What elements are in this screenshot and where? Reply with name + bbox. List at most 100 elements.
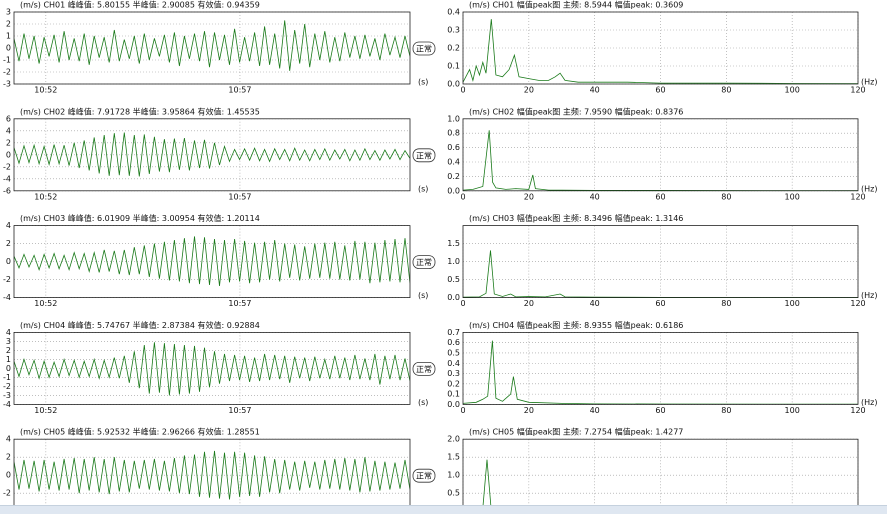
y-tick-label: -3	[3, 391, 11, 400]
signal-line	[14, 342, 410, 396]
y-tick-label: 0.4	[447, 8, 460, 17]
plot-frame	[13, 118, 411, 192]
panel: (m/s) CH05 峰峰值: 5.92532 半峰值: 2.96266 有效值…	[3, 427, 436, 514]
x-tick-label: 100	[785, 406, 800, 415]
y-tick-label: 0.7	[447, 328, 460, 337]
status-button[interactable]: 正常	[412, 148, 436, 163]
chart-title: (m/s) CH05 峰峰值: 5.92532 半峰值: 2.96266 有效值…	[20, 427, 260, 437]
y-tick-label: 4	[6, 435, 11, 444]
x-axis-unit: (s)	[418, 398, 428, 407]
status-button-box	[412, 468, 436, 483]
x-axis-unit: (s)	[418, 184, 428, 193]
status-button[interactable]: 正常	[412, 468, 436, 483]
y-tick-label: -2	[3, 68, 11, 77]
panel: (m/s) CH03 幅值peak图 主频: 8.3496 幅值peak: 1.…	[447, 213, 877, 308]
x-tick-label: 10:57	[228, 299, 251, 308]
status-button-label[interactable]: 正常	[416, 151, 432, 160]
y-tick-label: 1.5	[447, 239, 460, 248]
y-tick-label: 0.5	[447, 348, 460, 357]
y-tick-label: 4	[6, 221, 11, 230]
x-tick-label: 120	[850, 406, 865, 415]
y-tick-label: -6	[3, 186, 11, 195]
y-tick-label: 1.0	[447, 257, 460, 266]
status-button[interactable]: 正常	[412, 255, 436, 270]
y-tick-label: 0	[6, 150, 11, 159]
y-tick-label: -2	[3, 489, 11, 498]
y-tick-label: 2	[6, 346, 11, 355]
x-tick-label: 40	[590, 86, 600, 95]
y-tick-label: 0.2	[447, 379, 460, 388]
x-tick-label: 10:57	[228, 192, 251, 201]
y-tick-label: 0	[6, 471, 11, 480]
y-tick-label: 3	[6, 337, 11, 346]
signal-line	[463, 340, 858, 405]
plot-frame	[462, 11, 859, 85]
status-button[interactable]: 正常	[412, 41, 436, 56]
status-button-label[interactable]: 正常	[416, 45, 432, 54]
x-tick-label: 40	[590, 406, 600, 415]
status-button[interactable]: 正常	[412, 361, 436, 376]
y-tick-label: 0.5	[447, 275, 460, 284]
status-strip	[0, 505, 887, 514]
y-tick-label: -3	[3, 80, 11, 89]
x-tick-label: 0	[460, 192, 465, 201]
y-tick-label: 2	[6, 453, 11, 462]
chart-title: (m/s) CH03 峰峰值: 6.01909 半峰值: 3.00954 有效值…	[20, 213, 260, 223]
y-tick-label: 0.5	[447, 489, 460, 498]
x-axis-unit: (s)	[418, 291, 428, 300]
y-tick-label: -1	[3, 373, 11, 382]
plot-frame	[13, 225, 411, 299]
x-tick-label: 100	[785, 192, 800, 201]
x-tick-label: 40	[590, 299, 600, 308]
y-tick-label: -4	[3, 400, 11, 409]
y-tick-label: 1.0	[447, 114, 460, 123]
x-tick-label: 80	[721, 299, 731, 308]
x-axis-unit: (s)	[418, 78, 428, 87]
signal-line	[14, 132, 410, 177]
panel: (m/s) CH05 幅值peak图 主频: 7.2754 幅值peak: 1.…	[447, 427, 877, 514]
y-tick-label: 0.0	[447, 293, 460, 302]
x-tick-label: 60	[655, 299, 665, 308]
x-tick-label: 10:57	[228, 86, 251, 95]
y-tick-label: -4	[3, 174, 11, 183]
plot-frame	[462, 118, 859, 192]
plot-frame	[462, 225, 859, 299]
x-tick-label: 120	[850, 86, 865, 95]
x-tick-label: 20	[524, 299, 534, 308]
x-tick-label: 40	[590, 192, 600, 201]
signal-line	[463, 459, 858, 512]
signal-line	[14, 20, 410, 71]
chart-title: (m/s) CH03 幅值peak图 主频: 8.3496 幅值peak: 1.…	[469, 213, 683, 223]
status-button-label[interactable]: 正常	[416, 258, 432, 267]
x-axis-unit: (Hz)	[861, 184, 877, 193]
panel: (m/s) CH01 幅值peak图 主频: 8.5944 幅值peak: 0.…	[447, 0, 877, 95]
y-tick-label: 3	[6, 8, 11, 17]
panel: (m/s) CH04 幅值peak图 主频: 8.9355 幅值peak: 0.…	[447, 320, 877, 415]
status-button-label[interactable]: 正常	[416, 472, 432, 481]
y-tick-label: -2	[3, 382, 11, 391]
x-tick-label: 120	[850, 299, 865, 308]
signal-line	[14, 450, 410, 500]
y-tick-label: 6	[6, 114, 11, 123]
status-button-box	[412, 148, 436, 163]
y-tick-label: 0	[6, 257, 11, 266]
y-tick-label: 1	[6, 355, 11, 364]
panel: (m/s) CH01 峰峰值: 5.80155 半峰值: 2.90085 有效值…	[3, 0, 436, 95]
y-tick-label: 0.6	[447, 338, 460, 347]
x-tick-label: 0	[460, 86, 465, 95]
x-tick-label: 80	[721, 86, 731, 95]
y-tick-label: 1	[6, 32, 11, 41]
x-tick-label: 60	[655, 192, 665, 201]
chart-title: (m/s) CH02 峰峰值: 7.91728 半峰值: 3.95864 有效值…	[20, 106, 260, 116]
signal-line	[14, 236, 410, 286]
y-tick-label: 0.2	[447, 44, 460, 53]
x-tick-label: 0	[460, 299, 465, 308]
x-tick-label: 20	[524, 86, 534, 95]
x-tick-label: 10:52	[34, 406, 57, 415]
status-button-label[interactable]: 正常	[416, 365, 432, 374]
x-tick-label: 120	[850, 192, 865, 201]
panel: (m/s) CH04 峰峰值: 5.74767 半峰值: 2.87384 有效值…	[3, 320, 436, 415]
chart-title: (m/s) CH04 幅值peak图 主频: 8.9355 幅值peak: 0.…	[469, 320, 683, 330]
y-tick-label: -4	[3, 293, 11, 302]
